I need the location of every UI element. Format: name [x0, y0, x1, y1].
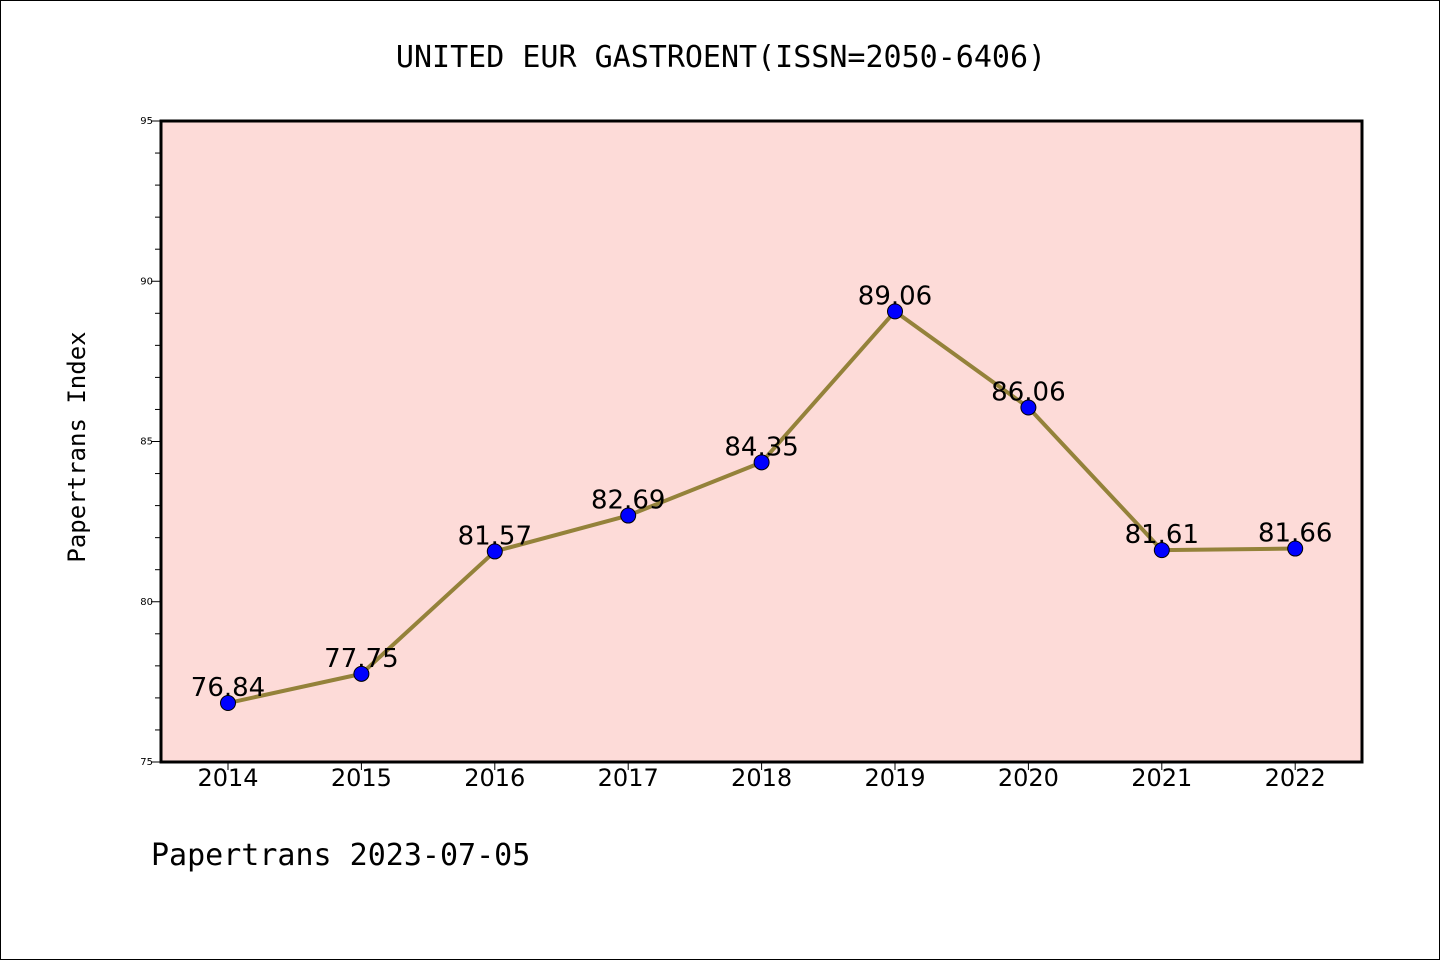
x-axis-ticks: 2014 2015 2016 2017 2018 2019 2020 2021 2022: [197, 762, 1326, 792]
y-axis-label: Papertrans Index: [63, 331, 91, 562]
chart-title: UNITED EUR GASTROENT(ISSN=2050-6406): [396, 40, 1046, 75]
y-tick-label: 80: [140, 597, 153, 608]
footer-text: Papertrans 2023-07-05: [151, 838, 530, 873]
data-label: 81.66: [1258, 519, 1332, 549]
data-label: 76.84: [191, 673, 265, 703]
data-point: [1020, 399, 1037, 416]
x-tick-label: 2020: [998, 764, 1059, 792]
data-point: [353, 665, 370, 682]
y-tick-label: 85: [140, 437, 153, 448]
data-label: 89.06: [858, 281, 932, 311]
data-label: 81.61: [1125, 520, 1199, 550]
data-label: 86.06: [991, 378, 1065, 408]
x-tick-label: 2022: [1265, 764, 1326, 792]
x-tick-label: 2019: [864, 764, 925, 792]
data-point: [1287, 540, 1304, 557]
y-tick-label: 95: [140, 116, 153, 127]
y-tick-label: 75: [140, 757, 153, 768]
x-tick-label: 2015: [331, 764, 392, 792]
x-tick-label: 2016: [464, 764, 525, 792]
plot-area: [159, 119, 1364, 764]
data-point: [486, 543, 503, 560]
data-point: [887, 303, 903, 320]
data-label: 77.75: [324, 644, 398, 674]
y-tick-label: 90: [140, 276, 153, 287]
data-point: [220, 695, 236, 712]
data-point: [1153, 542, 1170, 559]
x-tick-label: 2017: [598, 764, 659, 792]
data-label: 82.69: [591, 486, 665, 516]
x-tick-label: 2018: [731, 764, 792, 792]
x-tick-label: 2014: [197, 764, 258, 792]
x-tick-label: 2021: [1131, 764, 1192, 792]
series-data-labels: 76.84 77.75 81.57 82.69 84.35 89.06 86.06 81.61…: [191, 281, 1333, 703]
series-markers-group: [220, 303, 1304, 712]
data-point: [620, 507, 637, 524]
data-point: [753, 454, 770, 471]
y-axis-ticks: 75 80 85 90 95: [140, 116, 161, 768]
data-label: 84.35: [724, 432, 798, 462]
data-label: 81.57: [458, 521, 532, 551]
